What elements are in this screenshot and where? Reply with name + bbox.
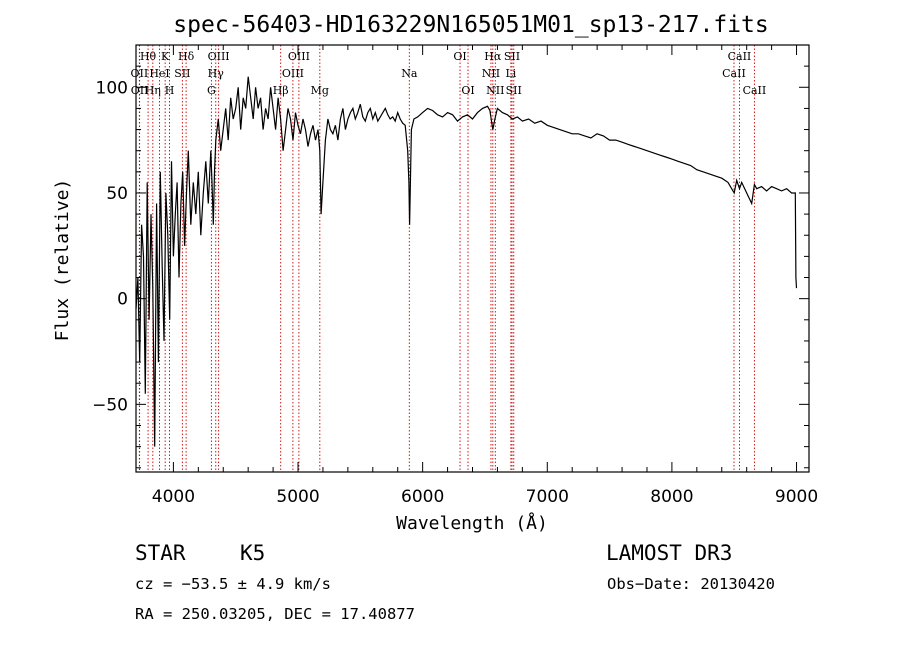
line-label-k: K <box>161 50 170 63</box>
y-axis-label: Flux (relative) <box>52 179 73 342</box>
x-tick-label: 6000 <box>401 487 444 507</box>
line-label-nii: NII <box>482 67 500 80</box>
line-label-h: H <box>165 84 175 97</box>
line-label-na: Na <box>401 67 418 80</box>
y-axis-ticks: −50 0 50 100 <box>92 44 809 469</box>
line-label-caii: CaII <box>728 50 752 63</box>
line-label-caii: CaII <box>722 67 746 80</box>
line-label-mg: Mg <box>311 84 329 97</box>
observation-date: Obs−Date: 20130420 <box>607 575 775 593</box>
y-tick-label: 100 <box>96 78 128 98</box>
y-tick-label: −50 <box>92 395 128 415</box>
chart-title: spec-56403-HD163229N165051M01_sp13-217.f… <box>173 12 768 38</box>
line-label-oii: OII <box>131 67 149 80</box>
line-label-sii: SII <box>174 67 190 80</box>
y-tick-label: 0 <box>117 290 128 310</box>
redshift-velocity: cz = −53.5 ± 4.9 km/s <box>135 575 331 593</box>
y-tick-label: 50 <box>106 184 128 204</box>
line-label-hei: HeI <box>149 67 169 80</box>
line-label-li: Li <box>505 67 516 80</box>
line-label-sii: SII <box>504 50 520 63</box>
line-label-hθ: Hθ <box>140 50 157 63</box>
line-label-oiii: OIII <box>282 67 304 80</box>
plot-frame <box>135 44 810 473</box>
line-label-nii: NII <box>486 84 504 97</box>
x-axis-ticks: 4000 5000 6000 7000 8000 9000 <box>152 45 818 507</box>
line-label-oi: OI <box>453 50 466 63</box>
line-label-oiii: OIII <box>208 50 230 63</box>
spectrum-line <box>135 76 798 447</box>
object-subclass: K5 <box>240 541 265 565</box>
line-label-hδ: Hδ <box>178 50 195 63</box>
coordinates: RA = 250.03205, DEC = 17.40877 <box>135 605 415 623</box>
line-label-oi: OI <box>461 84 474 97</box>
survey-name: LAMOST DR3 <box>606 541 732 565</box>
x-tick-label: 4000 <box>152 487 195 507</box>
x-axis-label: Wavelength (Å) <box>396 512 548 534</box>
line-label-hη: Hη <box>145 84 161 97</box>
line-label-g: G <box>207 84 216 97</box>
line-label-caii: CaII <box>743 84 767 97</box>
line-label-sii: SII <box>506 84 522 97</box>
object-class: STAR <box>135 541 186 565</box>
line-label-hγ: Hγ <box>208 67 225 80</box>
line-label-hβ: Hβ <box>273 84 289 97</box>
x-tick-label: 9000 <box>775 487 818 507</box>
line-label-hα: Hα <box>484 50 502 63</box>
x-tick-label: 5000 <box>276 487 319 507</box>
x-tick-label: 7000 <box>526 487 569 507</box>
x-tick-label: 8000 <box>650 487 693 507</box>
line-label-oiii: OIII <box>288 50 310 63</box>
